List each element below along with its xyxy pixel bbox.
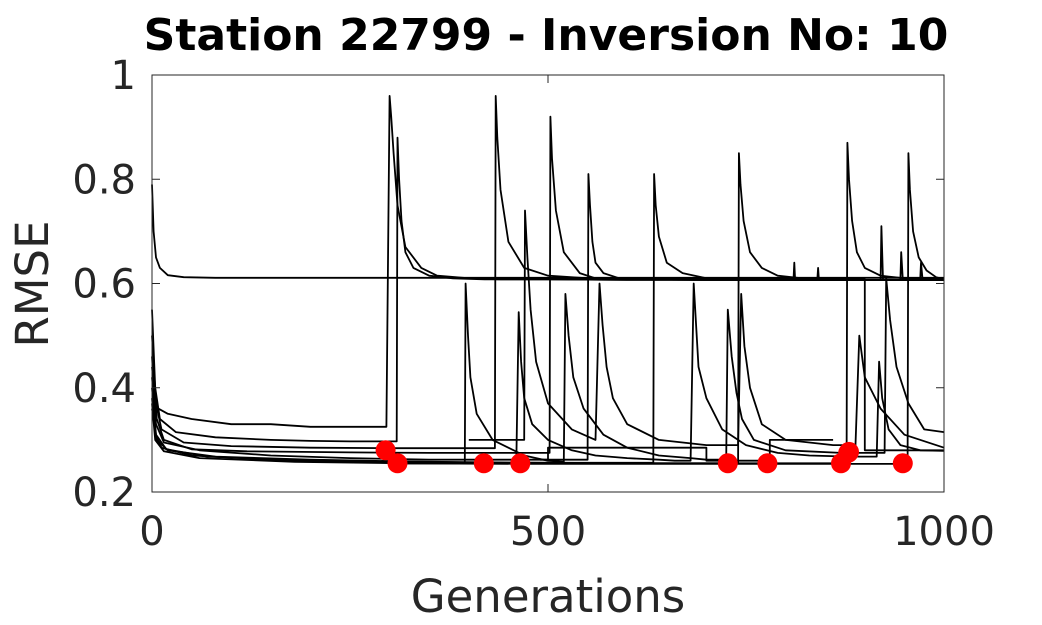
y-tick-label: 0.4 <box>72 366 136 412</box>
series-line-6 <box>151 173 944 461</box>
best-fit-marker-10 <box>892 453 913 474</box>
x-axis-label: Generations <box>411 570 685 623</box>
series-line-10 <box>151 152 945 465</box>
series-line-11 <box>397 282 945 465</box>
x-tick-label: 1000 <box>893 509 995 555</box>
y-tick-label: 0.2 <box>72 470 136 516</box>
y-axis-ticks: 0.2 0.4 0.6 0.8 1 <box>72 53 944 516</box>
y-axis-label: RMSE <box>6 220 59 347</box>
best-fit-marker-1 <box>375 440 396 461</box>
best-fit-marker-5 <box>717 453 738 474</box>
x-tick-label: 500 <box>510 509 586 555</box>
series-line-15 <box>587 278 944 452</box>
series-line-2 <box>151 95 944 428</box>
series-line-7 <box>151 173 944 464</box>
series-lines <box>151 95 945 465</box>
best-fit-marker-9 <box>839 441 859 462</box>
y-tick-label: 0.8 <box>72 157 136 203</box>
best-fit-markers <box>375 440 913 474</box>
best-fit-marker-3 <box>473 453 494 474</box>
series-line-1 <box>151 184 944 279</box>
plot-area-border <box>151 74 945 493</box>
series-line-8 <box>151 152 944 465</box>
chart-title: Station 22799 - Inversion No: 10 <box>144 10 949 61</box>
series-line-13 <box>389 277 945 465</box>
x-tick-label: 0 <box>139 509 164 555</box>
series-line-12 <box>468 209 945 452</box>
series-line-4 <box>151 95 944 450</box>
series-line-9 <box>151 141 945 465</box>
y-tick-label: 1 <box>111 53 136 99</box>
series-line-16 <box>540 439 834 462</box>
best-fit-marker-6 <box>757 453 778 474</box>
y-tick-label: 0.6 <box>72 262 136 308</box>
x-axis-ticks: 0 500 1000 <box>139 75 995 555</box>
series-line-3 <box>151 136 944 443</box>
best-fit-marker-2 <box>387 453 408 474</box>
best-fit-marker-4 <box>510 453 531 474</box>
